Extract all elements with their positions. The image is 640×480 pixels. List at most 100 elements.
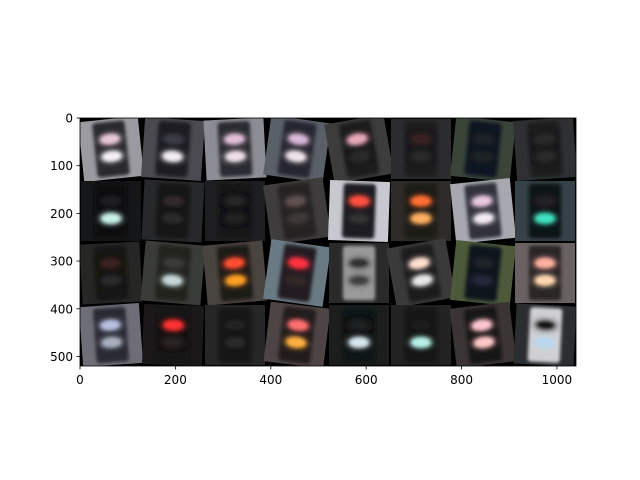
signal-lamp [286,275,306,286]
signal-lamp [535,213,555,224]
signal-housing [404,183,438,239]
image-tile [329,243,389,303]
signal-lamp [163,213,182,224]
x-tick-label: 400 [259,373,282,387]
signal-lamp [348,134,367,145]
image-tile [205,305,265,365]
signal-lamp [100,134,120,144]
signal-lamp [225,213,245,224]
signal-lamp [101,320,120,330]
y-tick-label: 200 [50,207,73,221]
signal-lamp [411,337,431,348]
signal-housing [464,244,502,302]
signal-lamp [349,213,369,224]
signal-housing [342,183,376,239]
signal-lamp [225,337,245,348]
signal-lamp [411,151,431,162]
signal-lamp [286,337,306,348]
signal-housing [342,307,376,363]
signal-housing [155,120,191,178]
signal-lamp [101,258,120,268]
signal-lamp [474,258,494,268]
y-tick-label: 300 [50,255,73,269]
image-tile [202,240,268,306]
signal-lamp [163,337,183,348]
x-tick-label: 800 [450,373,473,387]
signal-lamp [226,275,245,286]
y-tick-label: 400 [50,302,73,316]
image-tile [80,118,144,182]
x-axis: 0 200 400 600 800 1000 [76,366,572,387]
signal-lamp [102,151,122,162]
image-tile [449,301,517,366]
image-tile [263,177,331,245]
image-tile [450,240,516,306]
signal-lamp [101,213,121,224]
image-tile [329,305,389,365]
image-tile [386,238,456,308]
image-tile [513,303,576,366]
signal-housing [155,183,191,239]
signal-lamp [349,258,369,268]
signal-lamp [410,258,429,269]
signal-housing [218,307,252,363]
image-tile [140,240,206,306]
signal-housing [528,245,562,301]
signal-lamp [411,213,431,224]
image-tile [391,305,451,365]
signal-lamp [536,320,555,330]
signal-housing [216,244,254,302]
signal-lamp [351,151,370,162]
signal-lamp [411,196,431,206]
signal-lamp [411,134,431,144]
signal-lamp [163,275,182,286]
signal-housing [400,243,442,303]
image-tile [263,118,331,183]
x-tick-label: 200 [164,373,187,387]
image-tile [205,181,265,241]
x-tick-label: 0 [76,373,84,387]
signal-lamp [225,134,244,144]
signal-lamp [164,320,183,330]
signal-lamp [226,151,245,162]
image-tile [515,243,575,303]
signal-lamp [286,196,305,206]
image-tile [324,118,394,184]
signal-lamp [349,337,369,348]
image-tile [203,118,267,181]
signal-lamp [472,196,492,206]
signal-housing [93,245,129,301]
image-tile [391,181,451,241]
y-tick-label: 0 [65,112,73,126]
image-tile [512,118,576,182]
signal-lamp [102,337,121,348]
signal-lamp [411,320,431,330]
signal-lamp [288,320,308,330]
signal-lamp [101,196,121,206]
signal-housing [277,120,317,178]
signal-lamp [535,196,555,206]
signal-lamp [350,196,369,206]
image-tile [327,179,391,243]
signal-lamp [349,320,369,330]
signal-housing [528,183,562,239]
signal-housing [338,119,380,179]
signal-lamp [472,151,492,162]
axes-frame [79,117,577,367]
image-tile [80,241,143,305]
signal-housing [93,306,129,364]
image-tile [141,179,205,243]
signal-lamp [289,134,308,144]
signal-lamp [164,134,183,144]
signal-lamp [289,258,308,268]
image-tile [450,118,516,182]
signal-lamp [472,275,492,286]
image-tile [263,239,331,307]
image-tile [515,181,575,241]
signal-lamp [288,213,308,224]
image-tile [263,301,331,366]
signal-lamp [474,337,494,348]
signal-lamp [535,275,555,286]
signal-housing [404,121,438,177]
signal-lamp [472,320,492,330]
